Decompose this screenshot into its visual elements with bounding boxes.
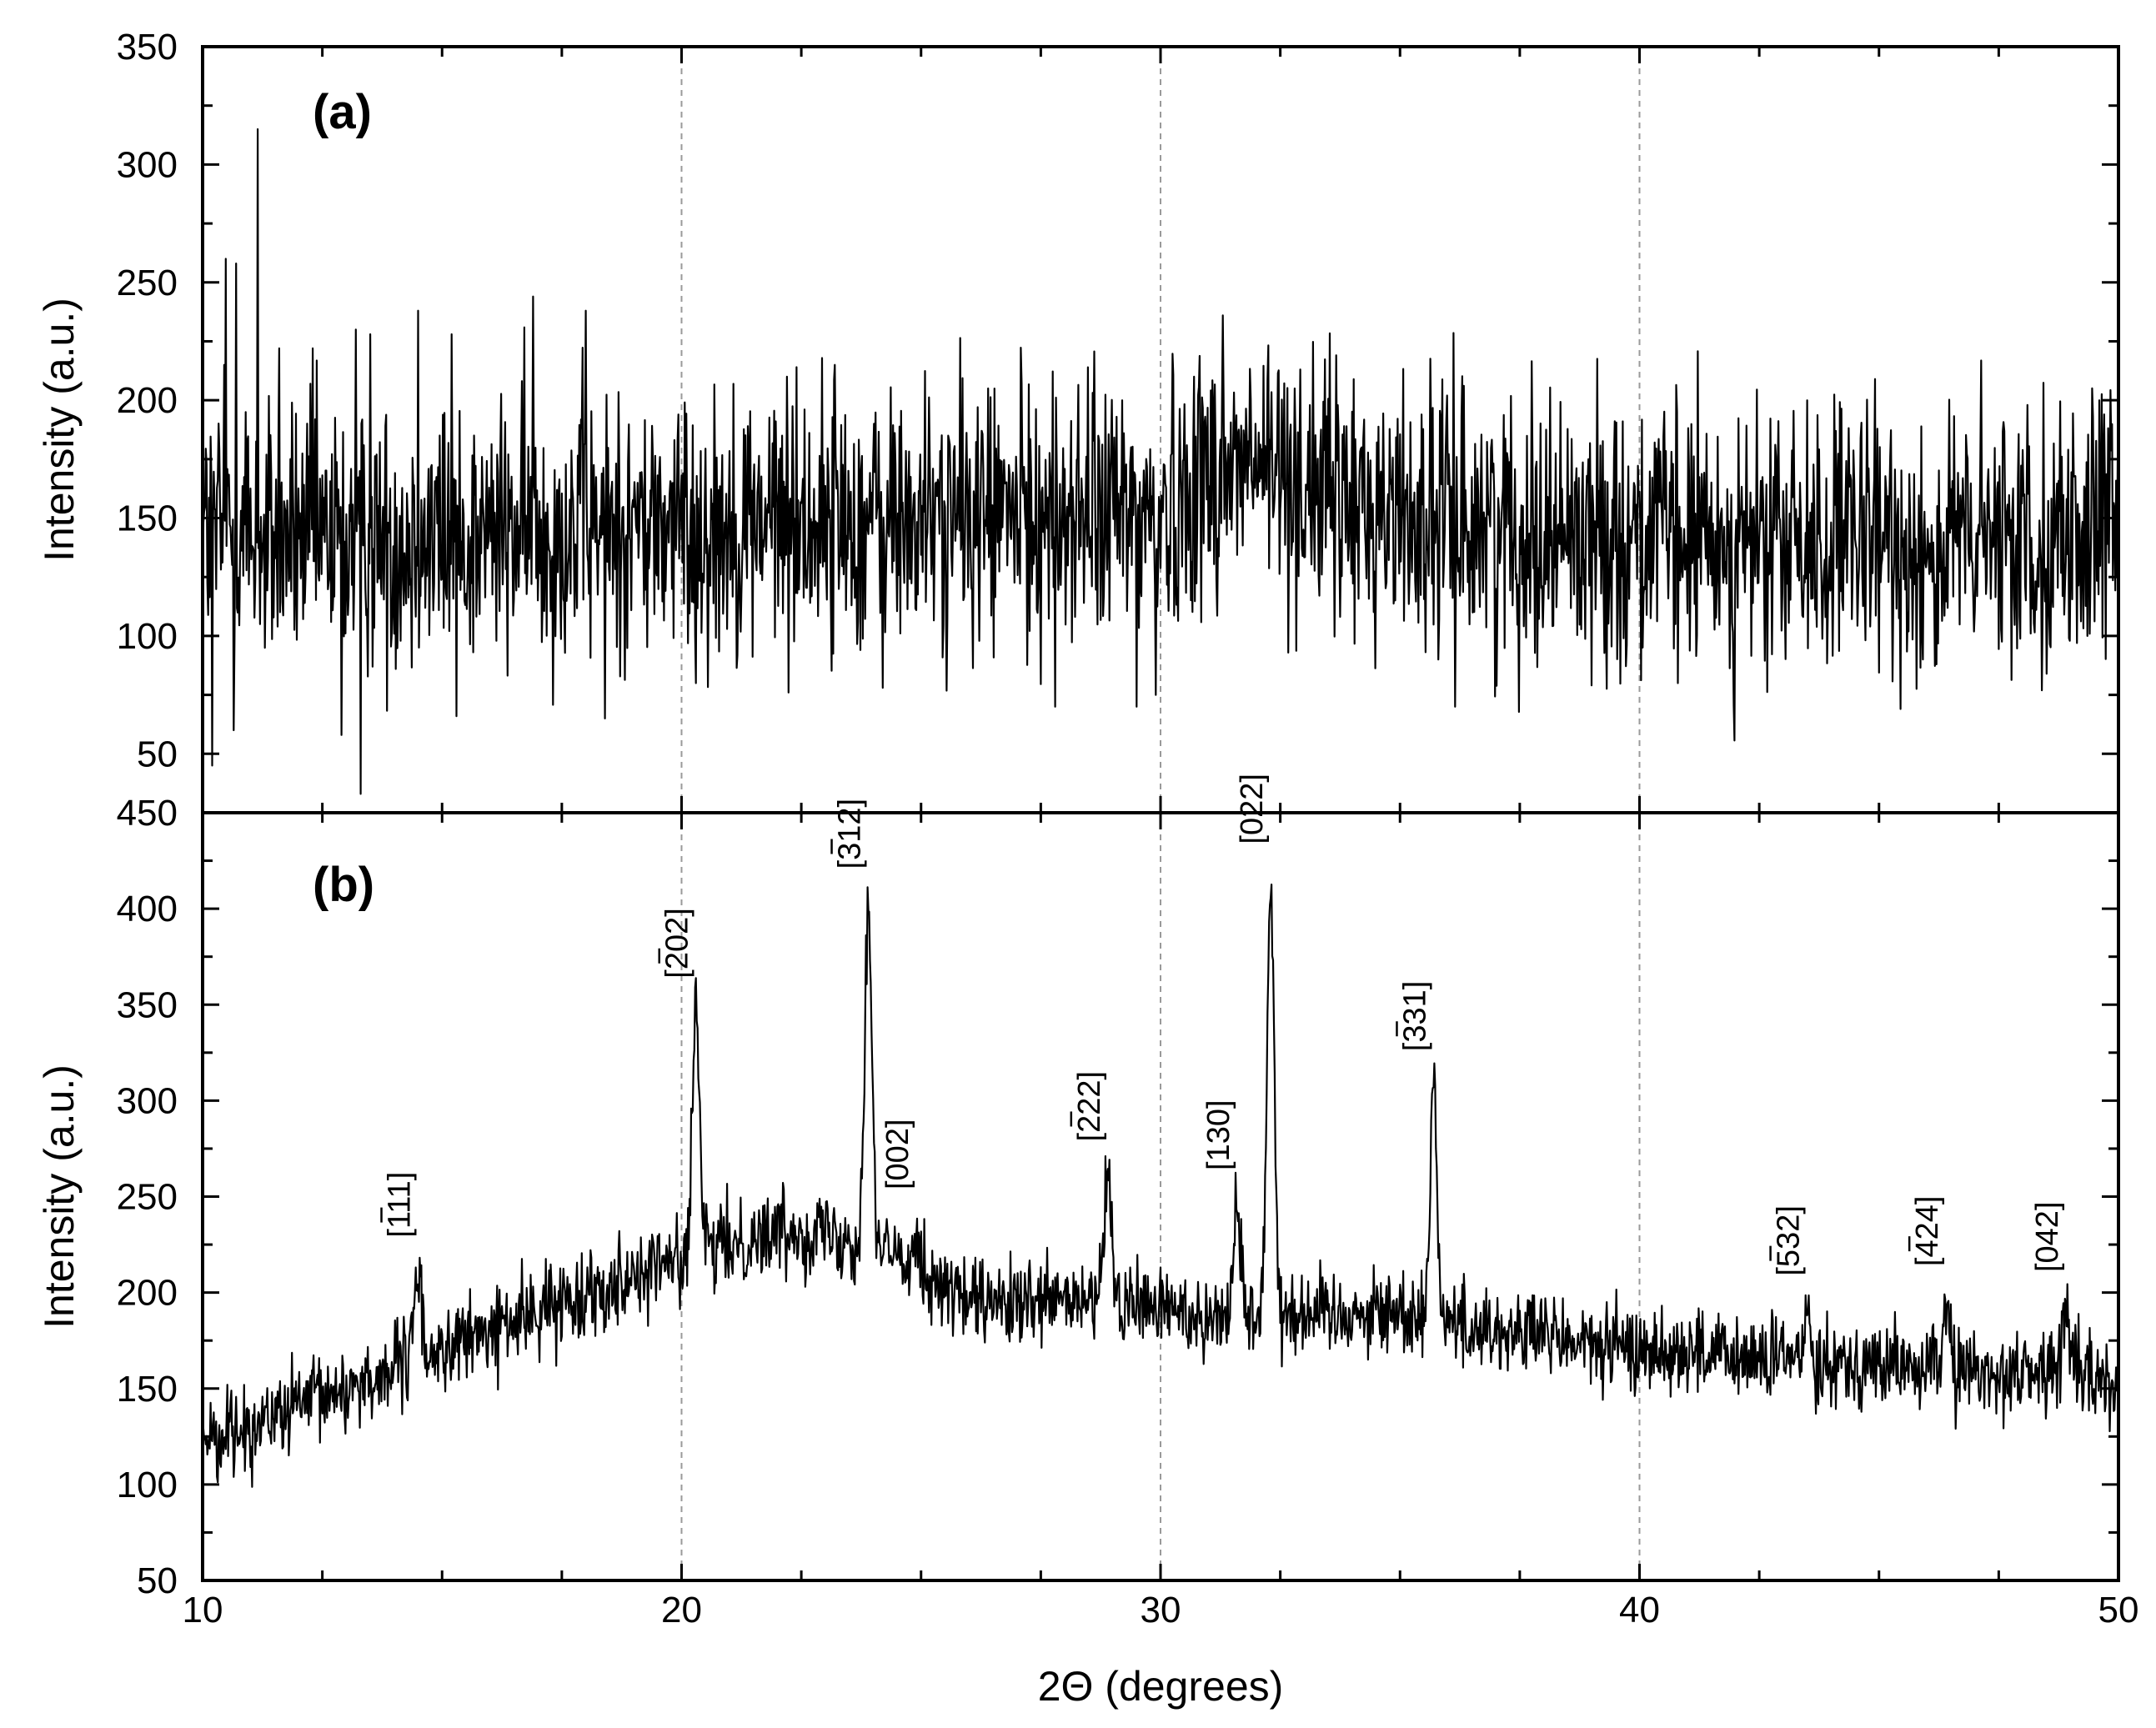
peak-label: [312]	[833, 799, 868, 869]
y-tick-label: 250	[117, 1177, 178, 1218]
xrd-trace-a	[201, 128, 2120, 795]
x-tick-label: 30	[1141, 1590, 1181, 1630]
x-tick-label: 20	[661, 1590, 702, 1630]
peak-label: [130]	[1201, 1099, 1236, 1170]
y-tick-label: 250	[117, 263, 178, 303]
peak-label: [202]	[660, 908, 695, 979]
peak-label: [002]	[880, 1119, 915, 1190]
y-tick-label: 400	[117, 889, 178, 929]
y-tick-label: 150	[117, 498, 178, 539]
peak-labels: [111] [202] [312] [002] [222] [130] [022] [331]…	[380, 774, 2065, 1276]
panel-a: 50 100 150 200 250 300 350 (a) Intensity (a.u.…	[36, 27, 2120, 814]
y-tick-label: 350	[117, 984, 178, 1025]
x-tick-label: 40	[1619, 1590, 1660, 1630]
y-tick-label: 50	[137, 1560, 178, 1601]
y-tick-label: 300	[117, 1080, 178, 1121]
panel-label-b: (b)	[313, 858, 374, 912]
peak-label: [532]	[1772, 1205, 1807, 1276]
y-axis-title-a: Intensity (a.u.)	[36, 298, 83, 562]
y-tick-label: 450	[117, 793, 178, 834]
grid-lines-a	[680, 47, 1641, 813]
peak-label: [222]	[1072, 1071, 1107, 1142]
peak-label: [331]	[1397, 981, 1432, 1052]
panel-label-a: (a)	[313, 85, 372, 139]
y-axis-title-b: Intensity (a.u.)	[36, 1064, 83, 1329]
y-tick-label: 350	[117, 27, 178, 68]
x-axis-title: 2Θ (degrees)	[1038, 1663, 1284, 1710]
xrd-trace-b	[201, 884, 2120, 1488]
peak-label: [111]	[383, 1172, 418, 1238]
y-tick-label: 100	[117, 1465, 178, 1505]
x-tick-label: 10	[183, 1590, 223, 1630]
axis-ticks-b: 50 100 150 200 250 300 350 400 450 10 20 30 40 50	[117, 793, 2139, 1630]
y-tick-label: 200	[117, 380, 178, 421]
panel-b: 50 100 150 200 250 300 350 400 450 10 20 30 40 50 [11…	[36, 774, 2138, 1630]
peak-label: [022]	[1235, 774, 1270, 844]
x-tick-label: 50	[2098, 1590, 2139, 1630]
y-tick-label: 50	[137, 734, 178, 774]
y-tick-label: 150	[117, 1369, 178, 1410]
peak-label: [042]	[2030, 1201, 2065, 1272]
y-tick-label: 100	[117, 616, 178, 657]
peak-label: [424]	[1910, 1196, 1945, 1267]
grid-lines-b	[680, 813, 1641, 1580]
y-tick-label: 200	[117, 1273, 178, 1314]
y-tick-label: 300	[117, 144, 178, 185]
